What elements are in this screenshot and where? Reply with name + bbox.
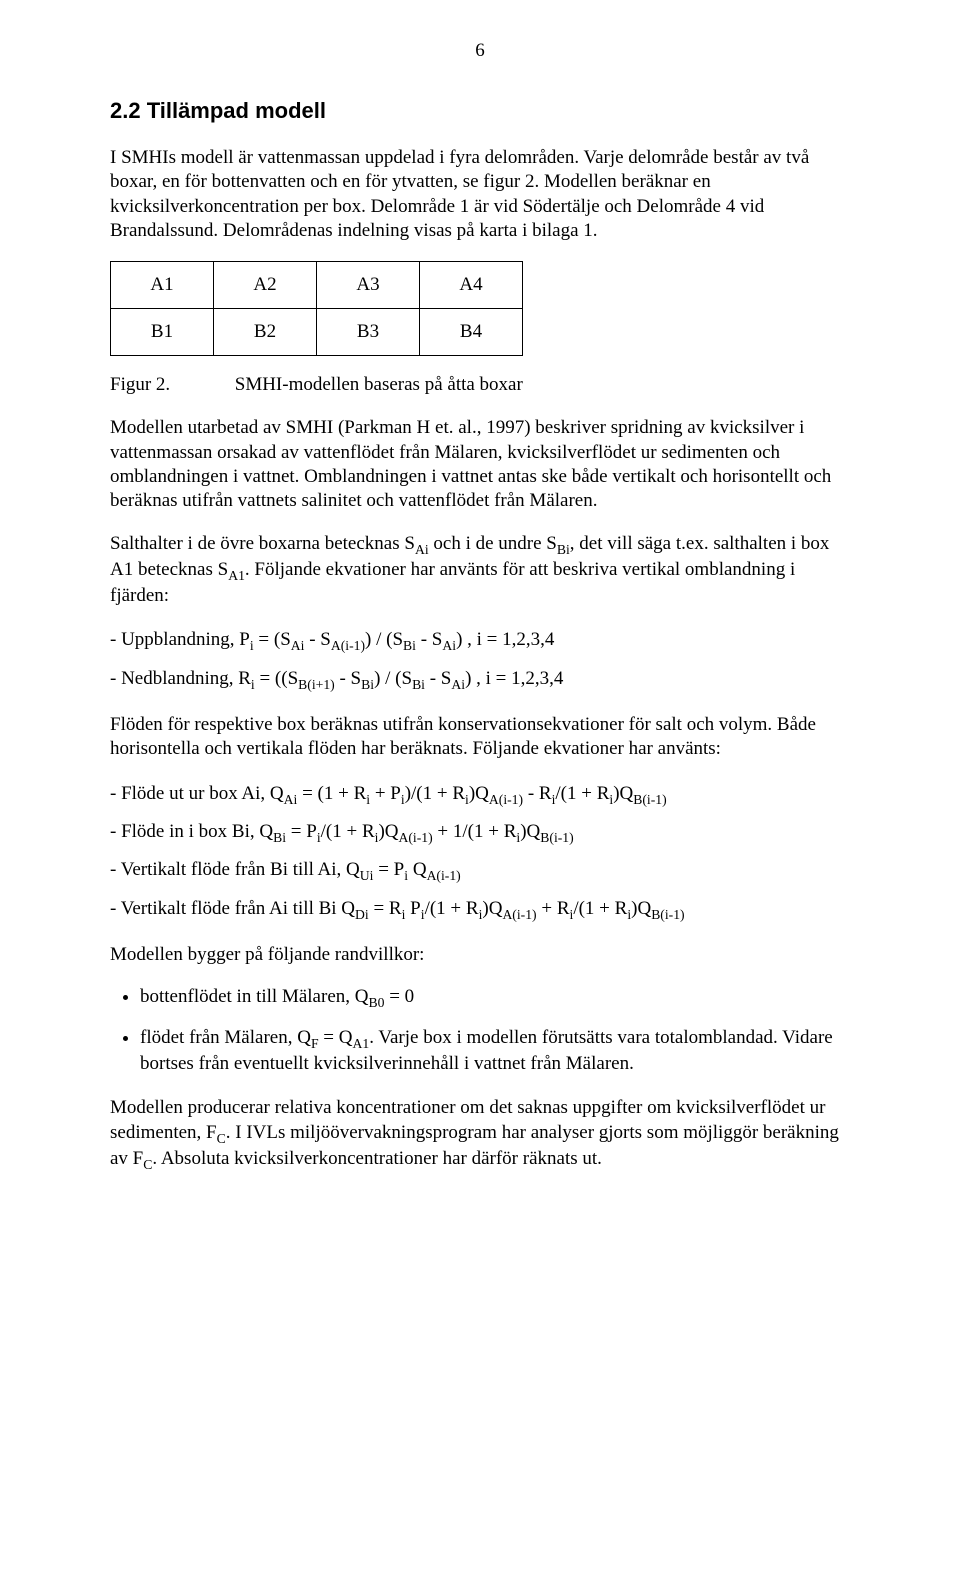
box-cell: B4 <box>420 309 523 356</box>
figure-caption: Figur 2. SMHI-modellen baseras på åtta b… <box>110 374 850 396</box>
equation-uppblandning: - Uppblandning, Pi = (SAi - SA(i-1)) / (… <box>110 626 850 656</box>
equation-qu: - Vertikalt flöde från Bi till Ai, QUi =… <box>110 856 850 886</box>
equation-qb: - Flöde in i box Bi, QBi = Pi/(1 + Ri)QA… <box>110 818 850 848</box>
figure-label: Figur 2. <box>110 374 230 396</box>
bullet-list: bottenflödet in till Mälaren, QB0 = 0 fl… <box>110 985 850 1076</box>
figure-caption-text: SMHI-modellen baseras på åtta boxar <box>235 374 523 395</box>
box-cell: B3 <box>317 309 420 356</box>
equation-qa: - Flöde ut ur box Ai, QAi = (1 + Ri + Pi… <box>110 780 850 810</box>
paragraph-5: Modellen bygger på följande randvillkor: <box>110 943 850 967</box>
box-cell: B1 <box>111 309 214 356</box>
box-cell: A1 <box>111 262 214 309</box>
page: 6 2.2 Tillämpad modell I SMHIs modell är… <box>0 0 960 1580</box>
equation-qd: - Vertikalt flöde från Ai till Bi QDi = … <box>110 895 850 925</box>
page-number: 6 <box>110 40 850 62</box>
paragraph-2: Modellen utarbetad av SMHI (Parkman H et… <box>110 416 850 513</box>
box-cell: B2 <box>214 309 317 356</box>
box-table: A1 A2 A3 A4 B1 B2 B3 B4 <box>110 261 523 356</box>
paragraph-4: Flöden för respektive box beräknas utifr… <box>110 713 850 762</box>
section-heading: 2.2 Tillämpad modell <box>110 98 850 124</box>
box-table-row-a: A1 A2 A3 A4 <box>111 262 523 309</box>
box-table-row-b: B1 B2 B3 B4 <box>111 309 523 356</box>
equation-nedblandning: - Nedblandning, Ri = ((SB(i+1) - SBi) / … <box>110 665 850 695</box>
box-cell: A3 <box>317 262 420 309</box>
bullet-item: bottenflödet in till Mälaren, QB0 = 0 <box>140 985 850 1011</box>
paragraph-3: Salthalter i de övre boxarna betecknas S… <box>110 532 850 609</box>
bullet-item: flödet från Mälaren, QF = QA1. Varje box… <box>140 1026 850 1077</box>
box-cell: A4 <box>420 262 523 309</box>
paragraph-6: Modellen producerar relativa koncentrati… <box>110 1096 850 1173</box>
paragraph-1: I SMHIs modell är vattenmassan uppdelad … <box>110 146 850 243</box>
box-cell: A2 <box>214 262 317 309</box>
